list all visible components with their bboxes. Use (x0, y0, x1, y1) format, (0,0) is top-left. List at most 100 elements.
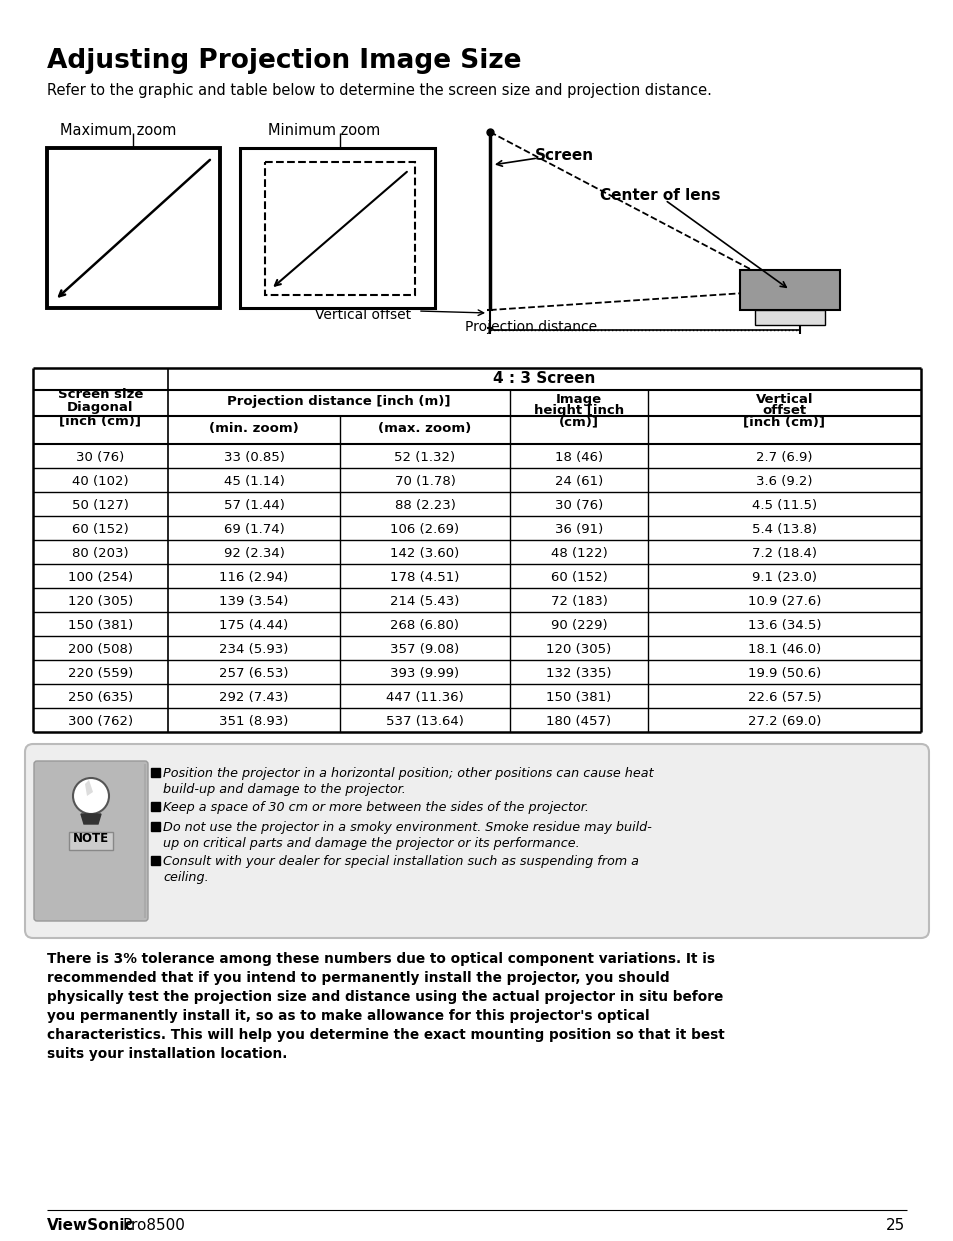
Text: 69 (1.74): 69 (1.74) (223, 522, 284, 536)
Text: 106 (2.69): 106 (2.69) (390, 522, 459, 536)
Text: 33 (0.85): 33 (0.85) (223, 450, 284, 464)
Text: 139 (3.54): 139 (3.54) (219, 594, 289, 608)
Text: 60 (152): 60 (152) (72, 522, 129, 536)
Text: Diagonal: Diagonal (67, 401, 133, 414)
Text: you permanently install it, so as to make allowance for this projector's optical: you permanently install it, so as to mak… (47, 1009, 649, 1023)
Text: Keep a space of 30 cm or more between the sides of the projector.: Keep a space of 30 cm or more between th… (163, 800, 588, 814)
Text: 22.6 (57.5): 22.6 (57.5) (747, 691, 821, 704)
Text: NOTE: NOTE (72, 831, 109, 845)
Text: Consult with your dealer for special installation such as suspending from a: Consult with your dealer for special ins… (163, 855, 639, 867)
Polygon shape (85, 781, 92, 795)
Polygon shape (740, 271, 840, 310)
Text: 50 (127): 50 (127) (72, 499, 129, 513)
Text: 45 (1.14): 45 (1.14) (223, 475, 284, 488)
Bar (151, 856, 160, 865)
Text: 18 (46): 18 (46) (555, 450, 602, 464)
Text: There is 3% tolerance among these numbers due to optical component variations. I: There is 3% tolerance among these number… (47, 952, 714, 965)
Text: Position the projector in a horizontal position; other positions can cause heat: Position the projector in a horizontal p… (163, 767, 653, 781)
Text: 13.6 (34.5): 13.6 (34.5) (747, 619, 821, 632)
Text: Adjusting Projection Image Size: Adjusting Projection Image Size (47, 48, 521, 74)
Text: Refer to the graphic and table below to determine the screen size and projection: Refer to the graphic and table below to … (47, 83, 711, 98)
Text: 300 (762): 300 (762) (68, 715, 132, 728)
Text: 7.2 (18.4): 7.2 (18.4) (751, 547, 816, 560)
Text: 30 (76): 30 (76) (76, 450, 125, 464)
Text: 214 (5.43): 214 (5.43) (390, 594, 459, 608)
FancyBboxPatch shape (25, 745, 928, 938)
Bar (151, 768, 160, 777)
Text: [inch (cm)]: [inch (cm)] (59, 414, 141, 427)
Text: 72 (183): 72 (183) (550, 594, 607, 608)
Text: 200 (508): 200 (508) (68, 643, 132, 656)
Text: ViewSonic: ViewSonic (47, 1217, 134, 1234)
Text: 100 (254): 100 (254) (68, 571, 132, 585)
FancyBboxPatch shape (34, 761, 148, 921)
Bar (69, 831, 112, 850)
Text: 120 (305): 120 (305) (68, 594, 133, 608)
Text: ceiling.: ceiling. (163, 871, 209, 884)
Text: 150 (381): 150 (381) (546, 691, 611, 704)
Text: suits your installation location.: suits your installation location. (47, 1047, 287, 1061)
Text: 120 (305): 120 (305) (546, 643, 611, 656)
Text: offset: offset (761, 405, 805, 417)
Text: up on critical parts and damage the projector or its performance.: up on critical parts and damage the proj… (163, 836, 579, 850)
Text: 3.6 (9.2): 3.6 (9.2) (756, 475, 812, 488)
Text: 92 (2.34): 92 (2.34) (223, 547, 284, 560)
Text: 30 (76): 30 (76) (555, 499, 602, 513)
Text: (min. zoom): (min. zoom) (209, 422, 298, 436)
Polygon shape (754, 310, 824, 325)
Text: 70 (1.78): 70 (1.78) (395, 475, 455, 488)
Text: Pro8500: Pro8500 (123, 1217, 186, 1234)
Text: 393 (9.99): 393 (9.99) (390, 666, 459, 680)
Text: 220 (559): 220 (559) (68, 666, 133, 680)
Text: Maximum zoom: Maximum zoom (60, 123, 176, 138)
Text: 234 (5.93): 234 (5.93) (219, 643, 289, 656)
Text: 25: 25 (884, 1217, 904, 1234)
Bar (151, 802, 160, 812)
Text: Vertical offset: Vertical offset (314, 308, 411, 321)
Text: 178 (4.51): 178 (4.51) (390, 571, 459, 585)
Text: 90 (229): 90 (229) (550, 619, 607, 632)
Text: [inch (cm)]: [inch (cm)] (742, 414, 824, 428)
Text: height [inch: height [inch (534, 405, 623, 417)
Text: 60 (152): 60 (152) (550, 571, 607, 585)
Text: 36 (91): 36 (91) (555, 522, 602, 536)
Text: 132 (335): 132 (335) (546, 666, 611, 680)
Text: 250 (635): 250 (635) (68, 691, 133, 704)
Text: 537 (13.64): 537 (13.64) (386, 715, 463, 728)
Text: 2.7 (6.9): 2.7 (6.9) (756, 450, 812, 464)
Text: Projection distance [inch (m)]: Projection distance [inch (m)] (227, 395, 450, 408)
Text: (max. zoom): (max. zoom) (378, 422, 471, 436)
Text: 116 (2.94): 116 (2.94) (219, 571, 289, 585)
Text: 18.1 (46.0): 18.1 (46.0) (747, 643, 821, 656)
Text: physically test the projection size and distance using the actual projector in s: physically test the projection size and … (47, 990, 722, 1004)
Text: 351 (8.93): 351 (8.93) (219, 715, 289, 728)
Text: 150 (381): 150 (381) (68, 619, 133, 632)
Text: Screen: Screen (535, 148, 594, 163)
Text: Minimum zoom: Minimum zoom (268, 123, 380, 138)
Text: Vertical: Vertical (755, 393, 812, 406)
Text: 292 (7.43): 292 (7.43) (219, 691, 289, 704)
Text: 180 (457): 180 (457) (546, 715, 611, 728)
Text: 88 (2.23): 88 (2.23) (395, 499, 455, 513)
Text: recommended that if you intend to permanently install the projector, you should: recommended that if you intend to perman… (47, 970, 669, 985)
Circle shape (73, 778, 109, 814)
Text: Do not use the projector in a smoky environment. Smoke residue may build-: Do not use the projector in a smoky envi… (163, 822, 651, 834)
Text: 24 (61): 24 (61) (555, 475, 602, 488)
Text: 27.2 (69.0): 27.2 (69.0) (747, 715, 821, 728)
Text: Screen size: Screen size (58, 388, 143, 401)
Text: (cm)]: (cm)] (558, 414, 598, 428)
Text: Projection distance: Projection distance (464, 320, 597, 334)
Text: 80 (203): 80 (203) (72, 547, 129, 560)
Polygon shape (81, 814, 101, 824)
Text: build-up and damage to the projector.: build-up and damage to the projector. (163, 783, 405, 795)
Text: Center of lens: Center of lens (599, 187, 720, 204)
Text: 447 (11.36): 447 (11.36) (386, 691, 463, 704)
Text: 4 : 3 Screen: 4 : 3 Screen (493, 371, 595, 386)
Text: 40 (102): 40 (102) (72, 475, 129, 488)
Text: 57 (1.44): 57 (1.44) (223, 499, 284, 513)
Text: 9.1 (23.0): 9.1 (23.0) (751, 571, 816, 585)
Text: 357 (9.08): 357 (9.08) (390, 643, 459, 656)
Text: 5.4 (13.8): 5.4 (13.8) (751, 522, 816, 536)
Text: Image: Image (556, 393, 601, 406)
Text: 4.5 (11.5): 4.5 (11.5) (751, 499, 816, 513)
